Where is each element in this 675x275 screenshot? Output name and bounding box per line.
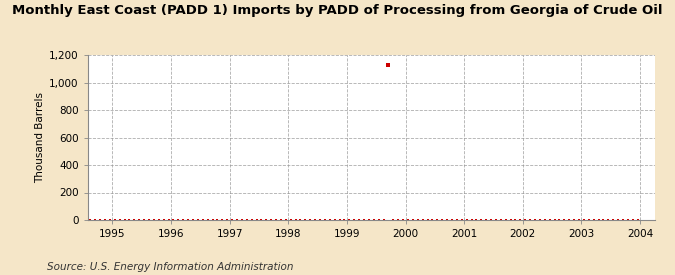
Text: Monthly East Coast (PADD 1) Imports by PADD of Processing from Georgia of Crude : Monthly East Coast (PADD 1) Imports by P…	[12, 4, 663, 17]
Text: Source: U.S. Energy Information Administration: Source: U.S. Energy Information Administ…	[47, 262, 294, 272]
Y-axis label: Thousand Barrels: Thousand Barrels	[35, 92, 45, 183]
